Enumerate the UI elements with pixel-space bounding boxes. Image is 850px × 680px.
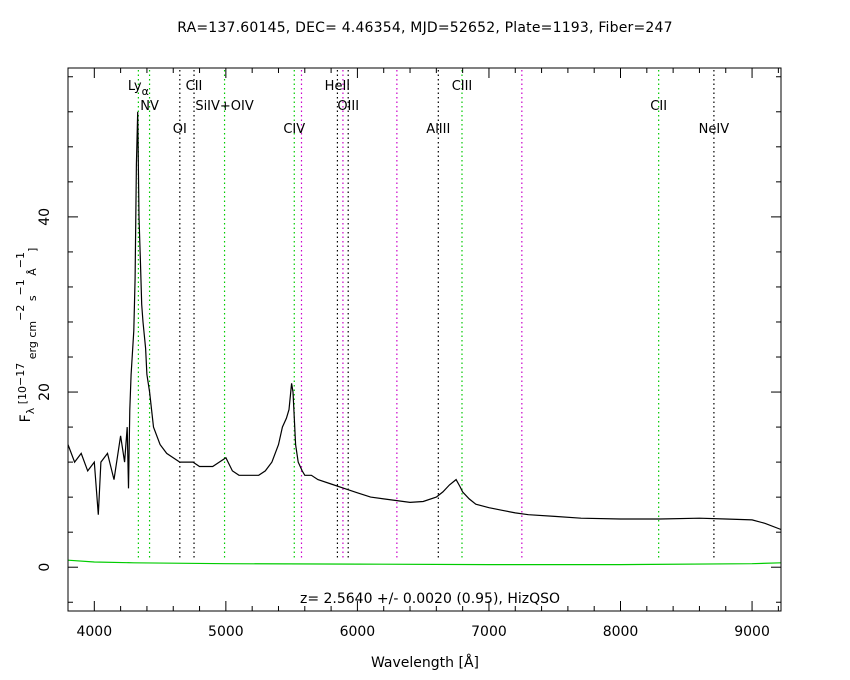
line-label-siiv+oiv: SiIV+OIV	[195, 99, 254, 114]
x-tick-label: 9000	[734, 624, 770, 640]
x-tick-label: 8000	[603, 624, 639, 640]
flux-series	[67, 111, 782, 531]
line-label-oiii: OIII	[337, 99, 359, 114]
line-label-neiv: NeIV	[699, 122, 730, 137]
line-label-cii: CII	[650, 99, 667, 114]
spectrum-series	[67, 111, 782, 566]
x-tick-label: 7000	[471, 624, 507, 640]
line-label-aliii: AlIII	[426, 122, 450, 137]
line-label-heii: HeII	[325, 79, 350, 94]
x-tick-label: 4000	[76, 624, 112, 640]
y-tick-label: 0	[37, 563, 53, 572]
line-label-oi: OI	[173, 122, 187, 137]
x-tick-label: 6000	[340, 624, 376, 640]
line-label-lyα: Lyα	[128, 79, 149, 98]
error-series	[67, 559, 782, 566]
line-label-cii: CII	[186, 79, 203, 94]
y-axis-label: Fλ [10−17 erg cm−2 s−1 Å−1]	[14, 248, 39, 423]
y-tick-label: 40	[37, 208, 53, 226]
y-tick-label: 20	[37, 383, 53, 401]
axis-ticks: 4000 5000 6000 7000 8000 9000 0 20 40	[37, 68, 781, 640]
x-tick-label: 5000	[208, 624, 244, 640]
redshift-annotation: z= 2.5640 +/- 0.0020 (0.95), HizQSO	[300, 591, 560, 607]
plot-frame	[67, 67, 782, 612]
x-axis-label: Wavelength [Å]	[371, 654, 479, 671]
line-label-ciii: CIII	[452, 79, 473, 94]
spectral-line-markers	[137, 70, 715, 559]
chart-title: RA=137.60145, DEC= 4.46354, MJD=52652, P…	[177, 20, 673, 36]
line-label-nv: NV	[140, 99, 159, 114]
line-label-civ: CIV	[283, 122, 305, 137]
